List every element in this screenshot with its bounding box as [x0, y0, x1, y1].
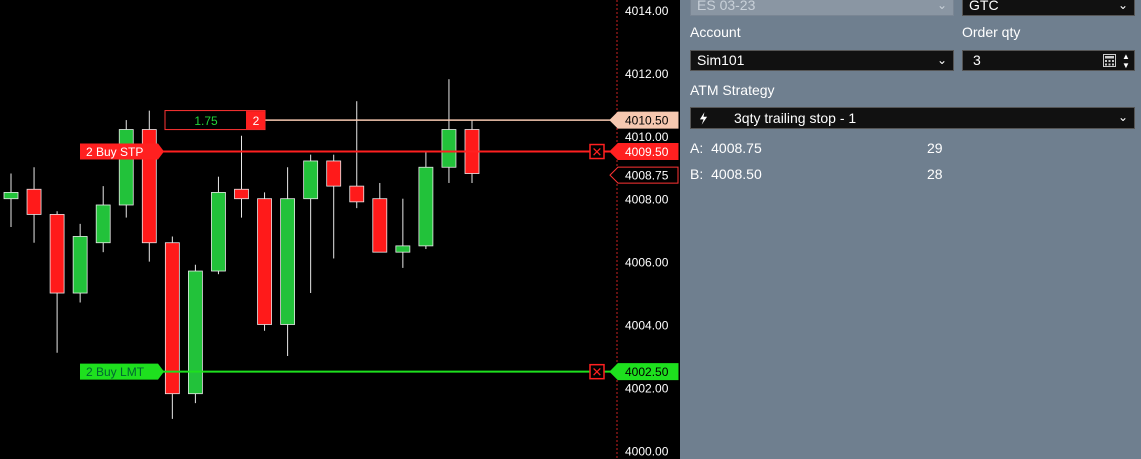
candle-body — [49, 214, 65, 294]
chevron-down-icon: ⌄ — [936, 53, 947, 67]
price-axis-label: 4006.00 — [625, 256, 669, 270]
buy-stop-tag — [80, 143, 164, 160]
chevron-down-icon: ⌄ — [1117, 0, 1128, 12]
buy-limit-tag — [80, 363, 164, 380]
candle-body — [211, 192, 226, 272]
order-entry-panel: ES 03-23 ⌄ GTC ⌄ Account Order qty Sim10… — [680, 0, 1141, 459]
calculator-icon[interactable] — [1103, 54, 1116, 67]
candle-body — [3, 192, 19, 200]
bid-row: B: 4008.50 — [690, 166, 762, 182]
candle-body — [26, 188, 42, 215]
cancel-limit-box — [589, 363, 605, 380]
order-qty-label: Order qty — [962, 24, 1021, 40]
close-icon: ✕ — [592, 146, 603, 161]
atm-strategy-label: ATM Strategy — [690, 82, 775, 98]
price-axis-label: 4002.00 — [625, 381, 669, 395]
candle-body — [303, 160, 319, 200]
buy-limit-label: 2 Buy LMT — [86, 365, 145, 379]
atm-strategy-value: 3qty trailing stop - 1 — [734, 110, 857, 126]
chevron-down-icon: ⌄ — [1117, 110, 1128, 124]
ask-price: 4008.75 — [711, 140, 762, 156]
candle-body — [349, 185, 365, 203]
last-price-marker-tag — [609, 111, 679, 129]
bid-size: 28 — [927, 166, 943, 182]
ask-row: A: 4008.75 — [690, 140, 762, 156]
candle-body — [118, 129, 134, 206]
price-chart[interactable]: 4014.00 4012.00 4010.00 4008.00 4006.00 4004.… — [0, 0, 680, 459]
account-value: Sim101 — [697, 52, 745, 68]
order-qty-input[interactable]: 3 ▲ ▼ — [962, 50, 1135, 71]
price-axis-label: 4014.00 — [625, 4, 669, 18]
tif-value: GTC — [969, 0, 999, 13]
atm-strategy-select[interactable]: 3qty trailing stop - 1 ⌄ — [690, 107, 1135, 129]
bid-price: 4008.50 — [711, 166, 762, 182]
candle-body — [257, 198, 272, 325]
candle-body — [72, 236, 88, 294]
bid-marker-label: 4008.75 — [625, 169, 669, 183]
price-axis-label: 4010.00 — [625, 130, 669, 144]
qty-down-icon[interactable]: ▼ — [1122, 61, 1130, 70]
pnl-qty: 2 — [253, 114, 260, 128]
close-icon: ✕ — [592, 366, 603, 381]
candle-body — [234, 188, 249, 200]
candle-body — [326, 160, 342, 187]
ask-marker-label: 4009.50 — [625, 145, 669, 159]
price-axis-label: 4000.00 — [625, 444, 669, 458]
candle-body — [395, 245, 411, 253]
bid-marker-tag — [609, 166, 679, 184]
candlestick-chart[interactable]: 4014.00 4012.00 4010.00 4008.00 4006.00 4004.… — [0, 0, 680, 459]
price-axis-label: 4004.00 — [625, 319, 669, 333]
candle-body — [164, 242, 180, 395]
candle-body — [280, 198, 296, 325]
ask-size: 29 — [927, 140, 943, 156]
buy-limit-marker-label: 4002.50 — [625, 365, 669, 379]
qty-up-icon[interactable]: ▲ — [1122, 52, 1130, 61]
pnl-qty-box — [246, 111, 265, 130]
price-axis-label: 4012.00 — [625, 67, 669, 81]
instrument-select: ES 03-23 ⌄ — [690, 0, 954, 16]
candle-body — [95, 204, 111, 244]
price-axis-label: 4008.00 — [625, 193, 669, 207]
cancel-stop-box — [589, 143, 605, 160]
buy-stop-label: 2 Buy STP — [86, 145, 143, 159]
tif-select[interactable]: GTC ⌄ — [962, 0, 1135, 16]
candle-body — [372, 198, 388, 253]
buy-limit-marker-tag — [609, 363, 679, 381]
last-price-marker-label: 4010.50 — [625, 114, 669, 128]
candle-body — [418, 166, 434, 247]
account-label: Account — [690, 24, 741, 40]
candle-body — [441, 129, 457, 168]
lightning-icon — [699, 112, 708, 125]
order-qty-value: 3 — [973, 52, 981, 68]
account-select[interactable]: Sim101 ⌄ — [690, 50, 954, 71]
ask-side-label: A: — [690, 140, 704, 156]
candle-body — [187, 270, 203, 395]
chevron-down-icon: ⌄ — [936, 0, 947, 12]
ask-marker-tag — [609, 143, 679, 161]
pnl-value: 1.75 — [194, 114, 218, 128]
instrument-value: ES 03-23 — [697, 0, 756, 13]
bid-side-label: B: — [690, 166, 704, 182]
